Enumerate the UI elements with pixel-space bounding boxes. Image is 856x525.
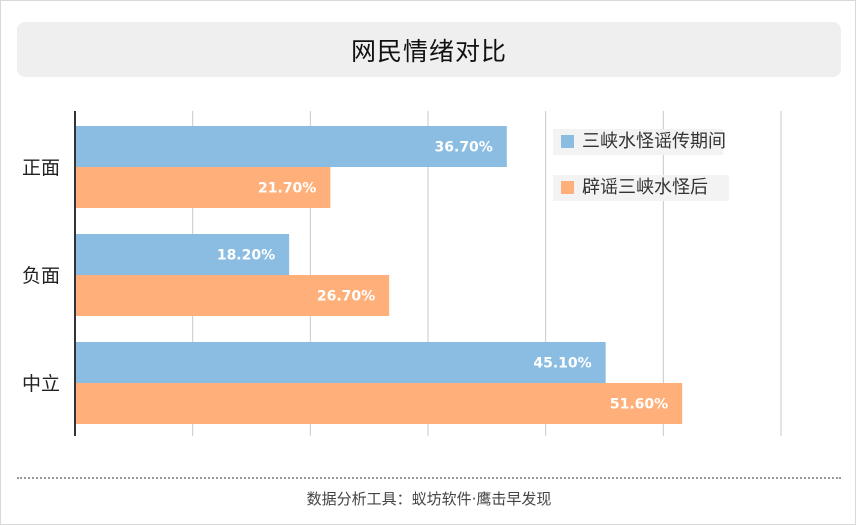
data-label: 51.60%	[610, 397, 668, 413]
bar-debunk-2	[75, 383, 683, 424]
bar-debunk-1	[75, 275, 390, 316]
legend-swatch-0	[561, 135, 574, 148]
bar-debunk-0	[75, 167, 331, 208]
footer-divider	[17, 477, 841, 479]
category-label-1: 负面	[22, 265, 60, 287]
page-title: 网民情绪对比	[350, 36, 507, 66]
title-bar: 网民情绪对比	[17, 22, 841, 77]
category-label-2: 中立	[22, 373, 60, 395]
legend-bg	[553, 129, 723, 155]
data-label: 21.70%	[258, 181, 316, 197]
data-label: 45.10%	[533, 356, 591, 372]
legend-label-0: 三峡水怪谣传期间	[582, 131, 726, 152]
source-credit: 数据分析工具：蚁坊软件·鹰击早发现	[306, 490, 552, 508]
data-label: 36.70%	[435, 140, 493, 156]
data-label: 18.20%	[217, 248, 275, 264]
legend-label-1: 辟谣三峡水怪后	[582, 177, 708, 198]
bar-rumor-0	[75, 126, 507, 167]
bar-rumor-2	[75, 342, 606, 383]
category-label-0: 正面	[22, 157, 60, 179]
legend-swatch-1	[561, 181, 574, 194]
legend-bg	[553, 175, 729, 201]
bar-chart: 36.70% 21.70% 正面 18.20% 26.70% 负面 45.10% 51.60%…	[22, 111, 782, 436]
data-label: 26.70%	[317, 289, 375, 305]
bar-rumor-1	[75, 234, 290, 275]
